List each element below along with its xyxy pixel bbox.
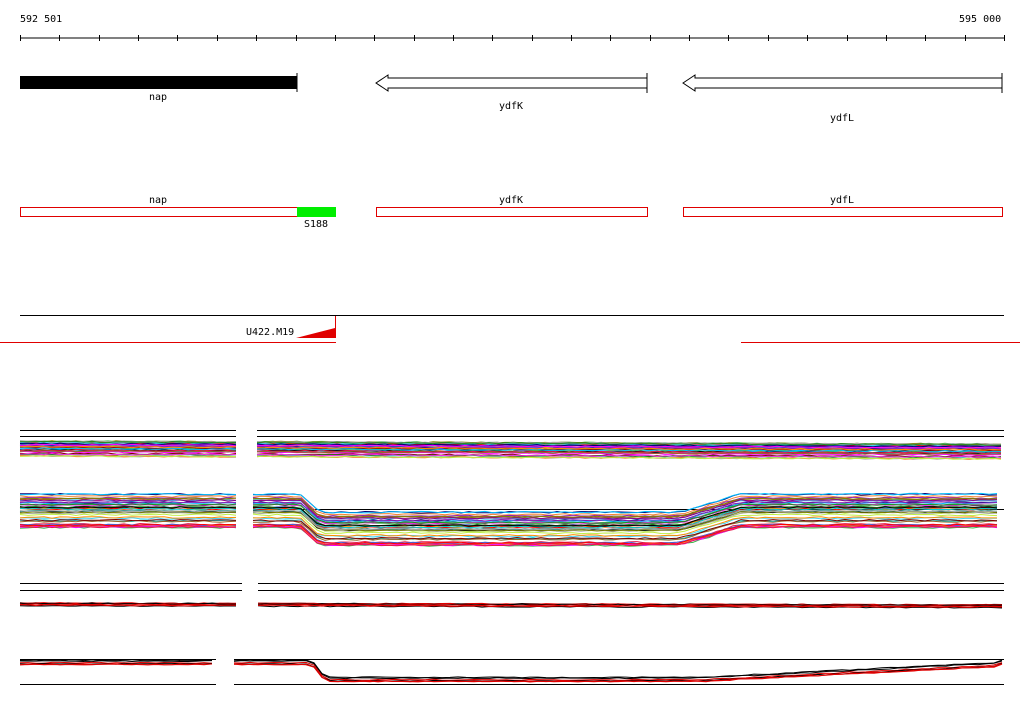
gene-nap-bar[interactable] — [20, 76, 297, 89]
feature-nap-box[interactable] — [20, 207, 298, 217]
gene-label-nap[interactable]: nap — [148, 92, 168, 103]
feature-label-ydfL[interactable]: ydfL — [829, 195, 855, 206]
expression-panel-3 — [19, 583, 1004, 609]
feature-label-S188[interactable]: S188 — [303, 219, 329, 230]
signal-track-label[interactable]: U422.M19 — [246, 327, 295, 338]
feature-ydfK-box[interactable] — [376, 207, 648, 217]
expression-panel-2 — [19, 492, 1004, 547]
gene-ydfL-arrow[interactable] — [682, 74, 1003, 92]
feature-S188-box[interactable] — [297, 207, 336, 217]
ruler-start-label: 592 501 — [20, 14, 63, 25]
position-ruler — [20, 35, 1005, 41]
gene-track — [20, 73, 1003, 93]
expression-panel-4 — [19, 659, 1004, 685]
ruler-end-label: 595 000 — [959, 14, 1002, 25]
expression-panel-1 — [19, 430, 1004, 460]
feature-label-nap[interactable]: nap — [148, 195, 168, 206]
gene-label-ydfL[interactable]: ydfL — [829, 113, 855, 124]
feature-track — [20, 207, 1003, 217]
gene-ydfK-arrow[interactable] — [375, 74, 648, 92]
feature-label-ydfK[interactable]: ydfK — [498, 195, 524, 206]
gene-label-ydfK[interactable]: ydfK — [498, 101, 524, 112]
signal-track — [0, 315, 1020, 343]
expression-tracks — [19, 430, 1004, 685]
ruler-ticks — [20, 35, 1005, 41]
signal-wedge[interactable] — [296, 328, 335, 338]
feature-ydfL-box[interactable] — [683, 207, 1003, 217]
